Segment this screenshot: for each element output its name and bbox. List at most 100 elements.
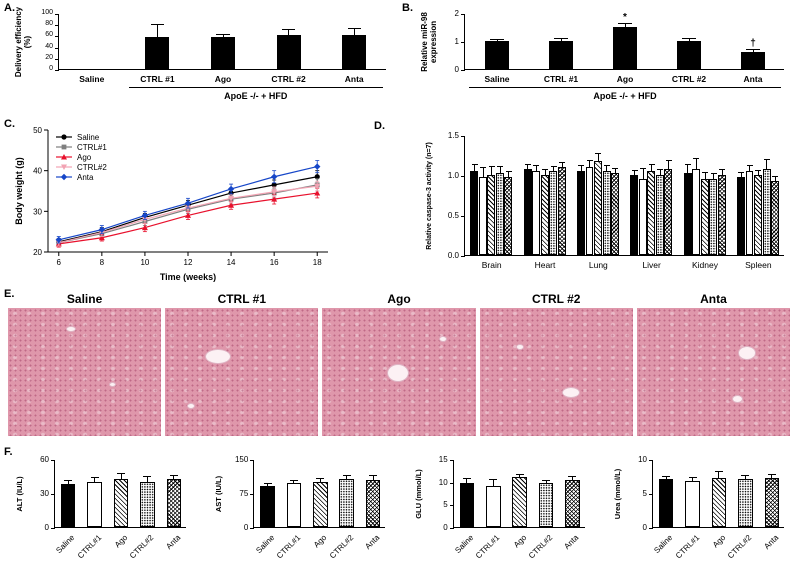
x-category-label: CTRL #1	[543, 74, 579, 84]
y-tick-label: 80	[45, 20, 53, 28]
histology-label: Saline	[66, 292, 103, 306]
error-bar	[288, 30, 290, 35]
plot-area: 0 1 2 * † Saline CTRL #1 Ago CTRL #2 Anta ApoE -/-…	[455, 9, 784, 101]
error-bar	[740, 172, 742, 177]
error-bar-cap	[550, 166, 557, 167]
error-bar	[491, 167, 493, 175]
panel-label-e: E.	[4, 288, 15, 300]
y-tick	[648, 528, 653, 529]
error-bar	[544, 170, 546, 175]
y-tick-label: 10	[438, 477, 448, 487]
error-bar-cap	[682, 38, 696, 40]
bar-Ago	[313, 481, 328, 527]
y-axis-label: Delivery efficiency (%)	[14, 6, 32, 78]
y-axis-label: GLU (mmol/L)	[413, 469, 423, 519]
svg-text:10: 10	[140, 258, 149, 267]
bar-Ago	[613, 27, 637, 69]
y-tick	[461, 136, 465, 137]
error-bar-cap	[755, 170, 762, 171]
y-tick-label: 1	[454, 37, 459, 46]
vessel-blob	[205, 348, 232, 364]
bar-Anta	[771, 180, 780, 255]
y-tick-label: 10	[638, 455, 647, 464]
bar-CTRL#2	[762, 169, 771, 255]
y-tick	[461, 216, 465, 217]
error-bar-cap	[533, 165, 540, 167]
bar-Ago	[711, 478, 727, 527]
x-category-label: Ago	[616, 74, 634, 84]
error-bar-cap	[772, 175, 779, 177]
error-bar	[624, 23, 626, 27]
error-bar-cap	[90, 477, 99, 479]
bar-CTRL#2	[140, 481, 155, 527]
error-bar	[687, 164, 689, 173]
error-bar	[659, 170, 661, 175]
bar-Ago	[540, 175, 549, 255]
error-bar	[692, 478, 694, 481]
bar-CTRL#1	[87, 481, 102, 527]
bar-CTRL#1	[638, 179, 647, 255]
error-bar	[721, 170, 723, 175]
x-category-label: Anta	[344, 74, 364, 84]
panel-f-glu-chart: 0 5 10 15 Saline CTRL#1 Ago CTRL#2 Anta GLU (mmol…	[407, 450, 591, 574]
error-bar	[222, 34, 224, 38]
error-bar	[474, 165, 476, 171]
error-bar-cap	[342, 475, 351, 477]
svg-text:40: 40	[33, 167, 42, 176]
bar-CTRL#2	[549, 171, 558, 255]
error-bar-cap	[542, 479, 551, 481]
error-bar	[466, 478, 468, 483]
y-tick-label: 2	[454, 9, 459, 18]
significance-mark: *	[623, 11, 627, 23]
error-bar-cap	[578, 165, 585, 167]
bar-Anta	[557, 167, 566, 255]
vessel-blob	[66, 325, 77, 332]
x-category-label: CTRL #1	[140, 74, 175, 84]
bar-CTRL#1	[532, 171, 541, 255]
bar-Ago	[754, 175, 762, 255]
bar-Anta	[504, 176, 513, 255]
x-category-label: Anta	[562, 533, 581, 552]
y-tick-label: 60	[40, 455, 49, 464]
x-category-label: Saline	[79, 74, 105, 84]
error-bar-cap	[763, 158, 770, 160]
error-bar-cap	[688, 477, 697, 479]
error-bar	[668, 161, 670, 170]
error-bar	[614, 169, 616, 174]
error-bar-cap	[618, 22, 632, 24]
error-bar	[757, 171, 759, 175]
error-bar-cap	[150, 24, 164, 26]
x-category-label: Brain	[481, 260, 502, 270]
error-bar-cap	[612, 168, 619, 170]
x-category-label: Anta	[743, 74, 763, 84]
histology-tile-saline: Saline	[8, 292, 162, 436]
bar-CTRL#1	[745, 171, 754, 255]
error-bar	[571, 476, 573, 480]
histology-tile-anta: Anta	[636, 292, 791, 436]
histology-tile-ctrl2: CTRL #2	[479, 292, 633, 436]
y-tick-label: 15	[438, 455, 448, 464]
bar-Saline	[470, 171, 479, 255]
y-tick	[51, 460, 55, 461]
svg-text:CTRL#1: CTRL#1	[77, 143, 107, 152]
bar-Saline	[683, 172, 692, 255]
bar-Anta	[764, 478, 780, 527]
vessel-blob	[731, 395, 743, 404]
error-bar-cap	[662, 476, 671, 478]
x-category-label: Saline	[484, 74, 510, 84]
error-bar-cap	[489, 479, 498, 481]
y-tick	[55, 14, 59, 15]
error-bar-cap	[316, 477, 325, 479]
bar-CTRL#2	[495, 173, 504, 255]
panel-f-ast-chart: 0 75 150 Saline CTRL#1 Ago CTRL#2 Anta AST (IU/L…	[207, 450, 391, 574]
plot-area: 0 20 40 60 80 100 Saline CTRL #1 Ago CTRL #2 Anta A…	[41, 9, 386, 101]
error-bar	[499, 167, 501, 174]
plot-area: 0.0 0.5 1.0 1.5 Brain Heart Lung Liver Kidney Spl…	[448, 131, 784, 270]
error-bar	[553, 167, 555, 171]
y-axis-label: Relative miR-98 expression	[420, 12, 438, 72]
y-tick	[55, 36, 59, 38]
svg-text:20: 20	[33, 248, 42, 257]
bar-Saline	[737, 176, 745, 255]
error-bar-cap	[471, 164, 478, 166]
